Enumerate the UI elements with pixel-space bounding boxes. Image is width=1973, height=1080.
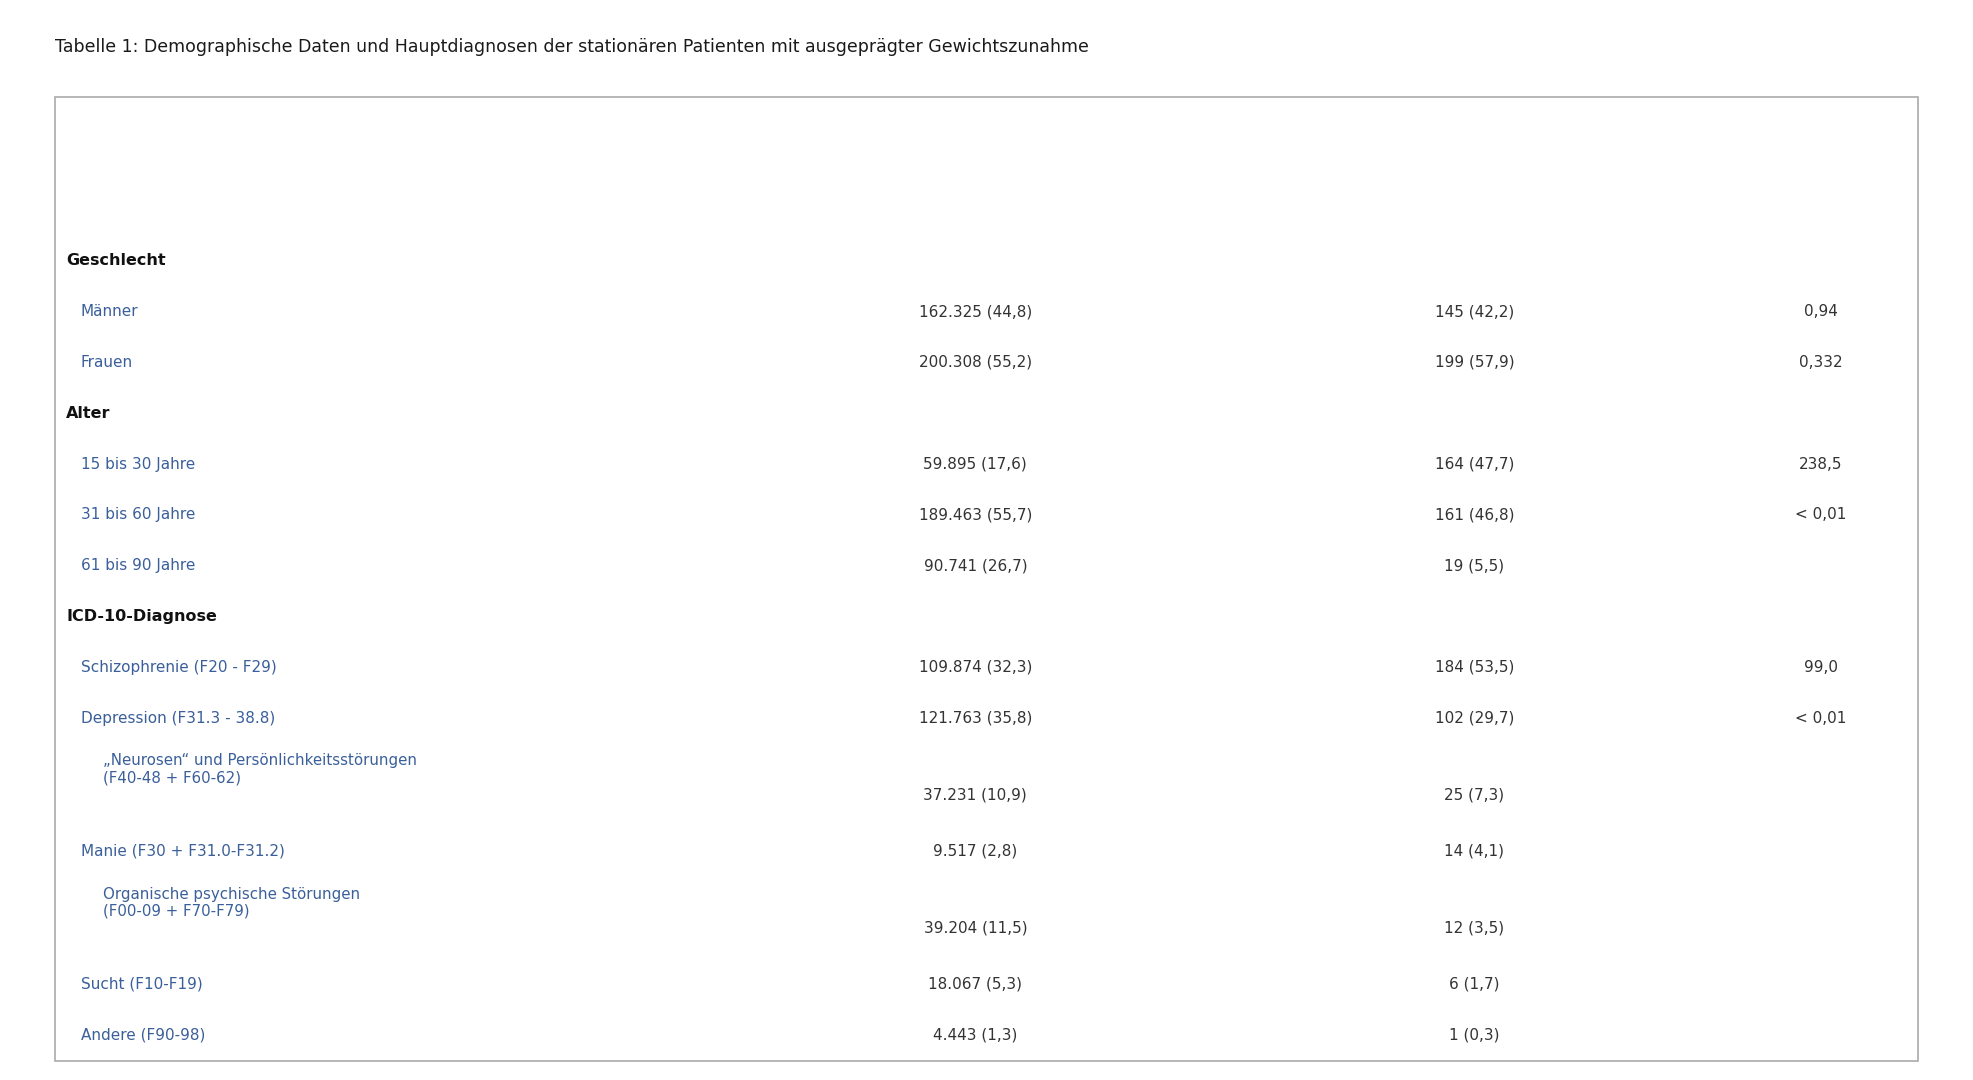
- Text: Andere (F90-98): Andere (F90-98): [81, 1028, 205, 1042]
- Text: Organische psychische Störungen
(F00-09 + F70-F79): Organische psychische Störungen (F00-09 …: [103, 887, 361, 919]
- Text: 39.204 (11,5): 39.204 (11,5): [923, 920, 1028, 935]
- Text: 14 (4,1): 14 (4,1): [1444, 843, 1505, 859]
- Text: 1 (0,3): 1 (0,3): [1450, 1028, 1499, 1042]
- Text: 0,94: 0,94: [1803, 305, 1837, 320]
- Text: 18.067 (5,3): 18.067 (5,3): [929, 976, 1022, 991]
- Text: ICD-10-Diagnose: ICD-10-Diagnose: [67, 609, 217, 624]
- Text: 184 (53,5): 184 (53,5): [1434, 660, 1513, 675]
- Text: Tabelle 1: Demographische Daten und Hauptdiagnosen der stationären Patienten mit: Tabelle 1: Demographische Daten und Haup…: [55, 38, 1089, 56]
- Text: 90.741 (26,7): 90.741 (26,7): [923, 558, 1028, 573]
- Text: 200.308 (55,2): 200.308 (55,2): [919, 355, 1032, 370]
- Text: 9.517 (2,8): 9.517 (2,8): [933, 843, 1018, 859]
- Text: 161 (46,8): 161 (46,8): [1434, 508, 1513, 523]
- Text: < 0,01: < 0,01: [1795, 711, 1847, 726]
- Text: 121.763 (35,8): 121.763 (35,8): [919, 711, 1032, 726]
- Text: 164 (47,7): 164 (47,7): [1434, 457, 1513, 472]
- Text: 102 (29,7): 102 (29,7): [1434, 711, 1513, 726]
- Text: 31 bis 60 Jahre: 31 bis 60 Jahre: [81, 508, 195, 523]
- Text: 25 (7,3): 25 (7,3): [1444, 787, 1505, 802]
- Text: Männer: Männer: [81, 305, 138, 320]
- Text: Sucht (F10-F19): Sucht (F10-F19): [81, 976, 203, 991]
- Text: 61 bis 90 Jahre: 61 bis 90 Jahre: [81, 558, 195, 573]
- Text: 4.443 (1,3): 4.443 (1,3): [933, 1028, 1018, 1042]
- Text: Frauen: Frauen: [81, 355, 132, 370]
- Text: 19 (5,5): 19 (5,5): [1444, 558, 1505, 573]
- Text: 6 (1,7): 6 (1,7): [1450, 976, 1499, 991]
- Text: 37.231 (10,9): 37.231 (10,9): [923, 787, 1028, 802]
- Text: 109.874 (32,3): 109.874 (32,3): [919, 660, 1032, 675]
- Text: 199 (57,9): 199 (57,9): [1434, 355, 1515, 370]
- Text: Alter: Alter: [67, 406, 110, 421]
- Text: < 0,01: < 0,01: [1795, 508, 1847, 523]
- Text: 162.325 (44,8): 162.325 (44,8): [919, 305, 1032, 320]
- Text: Fälle mit ausgeprägter
Gewichtszunahme
n (% von 344): Fälle mit ausgeprägter Gewichtszunahme n…: [1371, 141, 1578, 191]
- Text: Überwachte Patienten mit
Psychopharmaka
n (% von 340.099): Überwachte Patienten mit Psychopharmaka …: [856, 141, 1095, 191]
- Text: Geschlecht: Geschlecht: [67, 254, 166, 268]
- Text: 238,5: 238,5: [1799, 457, 1843, 472]
- Text: 189.463 (55,7): 189.463 (55,7): [919, 508, 1032, 523]
- Text: 59.895 (17,6): 59.895 (17,6): [923, 457, 1028, 472]
- Text: 12 (3,5): 12 (3,5): [1444, 920, 1505, 935]
- Text: χ²
p: χ² p: [1813, 150, 1829, 183]
- Text: 0,332: 0,332: [1799, 355, 1843, 370]
- Text: 99,0: 99,0: [1803, 660, 1839, 675]
- Text: „Neurosen“ und Persönlichkeitsstörungen
(F40-48 + F60-62): „Neurosen“ und Persönlichkeitsstörungen …: [103, 754, 416, 786]
- Text: 15 bis 30 Jahre: 15 bis 30 Jahre: [81, 457, 195, 472]
- Text: Depression (F31.3 - 38.8): Depression (F31.3 - 38.8): [81, 711, 274, 726]
- Text: Manie (F30 + F31.0-F31.2): Manie (F30 + F31.0-F31.2): [81, 843, 284, 859]
- Text: Schizophrenie (F20 - F29): Schizophrenie (F20 - F29): [81, 660, 276, 675]
- Text: 145 (42,2): 145 (42,2): [1434, 305, 1513, 320]
